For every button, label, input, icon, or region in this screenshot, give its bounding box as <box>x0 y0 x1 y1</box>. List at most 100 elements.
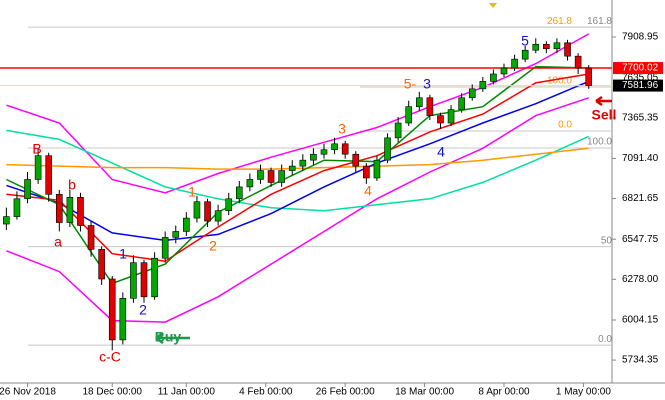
candle-body <box>521 49 529 60</box>
y-tick-label: 7365.35 <box>622 112 659 123</box>
wave-label: 5- <box>404 76 417 92</box>
wave-label: 5 <box>521 33 529 49</box>
candle-body <box>564 42 571 57</box>
candle-body <box>77 196 84 226</box>
candle-body <box>500 67 508 75</box>
candle-body <box>34 155 42 180</box>
candle-body <box>204 201 211 222</box>
y-tick-label: 6821.65 <box>622 193 659 204</box>
sell-arrow <box>595 95 612 107</box>
price-box-label: 7700.02 <box>622 63 659 74</box>
indicator-line <box>6 73 589 262</box>
wave-label: B <box>32 141 41 157</box>
fib-label: 0.0 <box>558 120 572 131</box>
candle-body <box>151 257 158 298</box>
candle-body <box>363 165 370 179</box>
x-tick-label: 11 Jan 00:00 <box>158 387 216 398</box>
candle-body <box>24 179 31 200</box>
fib-label: 161.8 <box>587 16 612 27</box>
candle-body <box>246 179 254 188</box>
candle-body <box>532 43 540 51</box>
candle-body <box>13 198 21 217</box>
candle-body <box>384 137 391 161</box>
candle-body <box>437 115 444 124</box>
candle-body <box>490 73 497 82</box>
wave-label: 4 <box>364 183 372 199</box>
wave-label: 2 <box>139 302 147 318</box>
fib-label: 261.8 <box>547 16 572 27</box>
candle-body <box>140 262 148 298</box>
wave-label: 3 <box>423 76 431 92</box>
x-tick-label: 8 Apr 00:00 <box>478 387 530 398</box>
candle-body <box>98 248 105 280</box>
candle-body <box>458 97 465 110</box>
wave-label: 2 <box>209 238 217 254</box>
candle-body <box>543 43 550 50</box>
candle-body <box>55 194 63 223</box>
price-box <box>613 62 663 75</box>
candle-body <box>341 143 349 155</box>
candle-body <box>479 81 487 90</box>
candle-body <box>119 298 127 341</box>
x-tick-label: 18 Dec 00:00 <box>82 387 142 398</box>
candle-body <box>235 186 243 200</box>
price-box-label: 7635.05 <box>622 72 659 83</box>
candle-body <box>66 196 74 223</box>
candle-body <box>193 201 201 219</box>
candle-body <box>3 216 10 225</box>
x-tick-label: 4 Feb 00:00 <box>239 387 293 398</box>
candle-body <box>87 225 95 250</box>
y-tick-label: 6004.15 <box>622 315 659 326</box>
candle-body <box>214 210 222 222</box>
wave-label: b <box>68 177 76 193</box>
shift-marker <box>489 3 497 8</box>
y-tick-label: 6278.00 <box>622 274 659 285</box>
buy-arrow <box>155 331 190 345</box>
candle-body <box>257 170 264 180</box>
candle-body <box>183 217 190 232</box>
candle-body <box>373 159 381 179</box>
candle-body <box>310 153 317 161</box>
wave-label: 3 <box>338 121 346 137</box>
y-tick-label: 5734.35 <box>622 355 659 366</box>
fib-label: 100.0 <box>587 137 612 148</box>
candle-body <box>405 106 413 124</box>
candle-body <box>447 109 455 124</box>
candle-body <box>585 67 593 86</box>
x-tick-label: 18 Mar 00:00 <box>395 387 454 398</box>
wave-label: Sell <box>592 107 617 123</box>
candle-body <box>130 262 137 299</box>
x-tick-label: 26 Feb 00:00 <box>316 387 375 398</box>
candle-body <box>288 165 296 171</box>
y-tick-label: 7908.95 <box>622 32 659 43</box>
candle-body <box>331 143 338 151</box>
indicator-line <box>6 80 589 242</box>
candle-body <box>267 170 275 183</box>
candle-body <box>394 122 402 139</box>
wave-label: 1 <box>119 246 127 262</box>
price-box-label: 7581.96 <box>622 80 659 91</box>
wave-label: a <box>54 234 62 250</box>
y-tick-label: 7091.40 <box>622 153 659 164</box>
fib-label: 100.0 <box>547 76 572 87</box>
candle-body <box>320 149 328 155</box>
candle-body <box>426 97 434 116</box>
candle-body <box>45 155 53 195</box>
candle-body <box>225 198 233 211</box>
candle-body <box>352 153 360 167</box>
candle-body <box>415 97 423 107</box>
y-tick-label: 6547.75 <box>622 234 659 245</box>
indicator-line <box>6 33 590 194</box>
candle-body <box>468 88 476 99</box>
indicator-line <box>6 129 590 212</box>
candle-body <box>511 58 518 69</box>
wave-label: 1 <box>188 184 196 200</box>
indicator-line <box>6 97 589 323</box>
fib-label: 0.0 <box>598 334 612 345</box>
wave-label: 4 <box>437 144 445 160</box>
candle-body <box>574 55 582 69</box>
candle-body <box>278 170 285 183</box>
candle-body <box>299 159 307 167</box>
x-tick-label: 1 May 00:00 <box>556 387 611 398</box>
